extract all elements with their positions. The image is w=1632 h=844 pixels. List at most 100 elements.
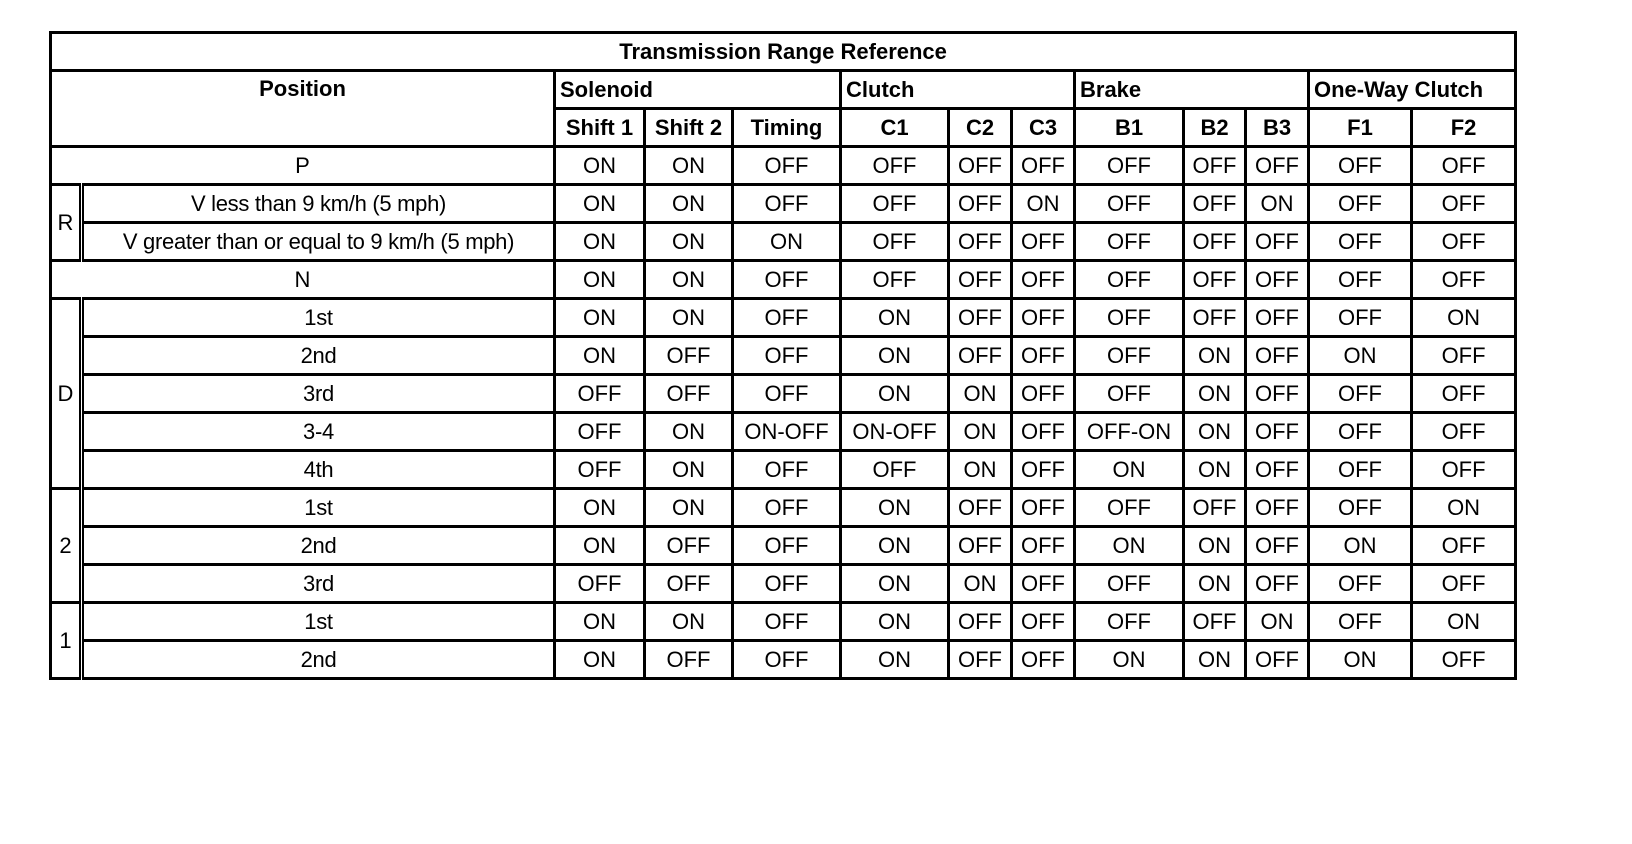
state-cell: OFF xyxy=(1010,221,1076,262)
state-cell: OFF xyxy=(1307,221,1413,262)
state-cell: OFF xyxy=(1010,487,1076,528)
state-cell: OFF xyxy=(731,449,842,490)
state-cell: OFF xyxy=(1073,563,1185,604)
state-cell: OFF-ON xyxy=(1073,411,1185,452)
position-group-label: 1 xyxy=(49,601,83,680)
table-row: N ON ON OFF OFF OFF OFF OFF OFF OFF OFF OFF xyxy=(49,259,1518,300)
group-header-solenoid: Solenoid xyxy=(553,69,842,110)
state-cell: OFF xyxy=(1409,145,1518,186)
state-cell: OFF xyxy=(1244,259,1310,300)
column-header-shift-1: Shift 1 xyxy=(553,107,646,148)
state-cell: ON xyxy=(839,525,950,566)
state-cell: ON xyxy=(947,373,1013,414)
state-cell: ON xyxy=(839,297,950,338)
state-cell: OFF xyxy=(1182,183,1247,224)
table-title: Transmission Range Reference xyxy=(48,31,1518,72)
state-cell: ON xyxy=(1244,183,1310,224)
state-cell: OFF xyxy=(1409,525,1518,566)
state-cell: OFF xyxy=(643,639,734,680)
state-cell: OFF xyxy=(839,183,950,224)
state-cell: ON xyxy=(1073,639,1185,680)
state-cell: OFF xyxy=(1010,259,1076,300)
state-cell: ON xyxy=(1409,601,1518,642)
state-cell: ON xyxy=(947,449,1013,490)
state-cell: OFF xyxy=(1010,639,1076,680)
condition-label: V less than 9 km/h (5 mph) xyxy=(79,183,556,224)
state-cell: OFF xyxy=(553,449,646,490)
state-cell: OFF xyxy=(1010,335,1076,376)
state-cell: OFF xyxy=(1244,373,1310,414)
condition-label: 4th xyxy=(79,449,556,490)
state-cell: ON xyxy=(947,563,1013,604)
condition-label: 3rd xyxy=(79,373,556,414)
state-cell: ON xyxy=(1182,639,1247,680)
state-cell: OFF xyxy=(1010,449,1076,490)
position-label: P xyxy=(49,145,556,186)
column-header-timing: Timing xyxy=(731,107,842,148)
column-header-c3: C3 xyxy=(1010,107,1076,148)
table-row: 2 1st ON ON OFF ON OFF OFF OFF OFF OFF OFF ON xyxy=(49,487,1518,604)
state-cell: ON xyxy=(1409,487,1518,528)
state-cell: OFF xyxy=(553,411,646,452)
position-group-label: 2 xyxy=(49,487,83,604)
state-cell: ON xyxy=(643,601,734,642)
column-header-shift-2: Shift 2 xyxy=(643,107,734,148)
state-cell: ON xyxy=(1307,639,1413,680)
state-cell: OFF xyxy=(1010,563,1076,604)
state-cell: OFF xyxy=(947,639,1013,680)
state-cell: OFF xyxy=(1073,183,1185,224)
state-cell: ON xyxy=(643,259,734,300)
state-cell: ON xyxy=(839,601,950,642)
state-cell: ON xyxy=(1307,335,1413,376)
state-cell: OFF xyxy=(1182,145,1247,186)
state-cell: OFF xyxy=(731,183,842,224)
state-cell: OFF xyxy=(1073,335,1185,376)
condition-label: V greater than or equal to 9 km/h (5 mph… xyxy=(79,221,556,262)
state-cell: OFF xyxy=(1010,601,1076,642)
state-cell: OFF xyxy=(1307,183,1413,224)
state-cell: OFF xyxy=(1409,221,1518,262)
state-cell: OFF xyxy=(1010,411,1076,452)
condition-label: 3rd xyxy=(79,563,556,604)
state-cell: OFF xyxy=(731,563,842,604)
state-cell: OFF xyxy=(1182,487,1247,528)
state-cell: OFF xyxy=(947,145,1013,186)
state-cell: ON xyxy=(553,221,646,262)
state-cell: ON-OFF xyxy=(839,411,950,452)
state-cell: OFF xyxy=(1307,411,1413,452)
state-cell: OFF xyxy=(1073,221,1185,262)
condition-label: 2nd xyxy=(79,525,556,566)
state-cell: ON xyxy=(947,411,1013,452)
state-cell: OFF xyxy=(839,449,950,490)
column-header-b2: B2 xyxy=(1182,107,1247,148)
state-cell: OFF xyxy=(1244,221,1310,262)
state-cell: ON xyxy=(1307,525,1413,566)
state-cell: ON xyxy=(553,259,646,300)
table-row: V greater than or equal to 9 km/h (5 mph… xyxy=(51,221,1518,262)
state-cell: OFF xyxy=(1307,449,1413,490)
state-cell: OFF xyxy=(731,487,842,528)
state-cell: OFF xyxy=(1244,639,1310,680)
table-row: 4th OFF ON OFF OFF ON OFF ON ON OFF OFF OFF xyxy=(51,449,1518,490)
state-cell: ON xyxy=(553,601,646,642)
state-cell: OFF xyxy=(1409,563,1518,604)
state-cell: OFF xyxy=(947,525,1013,566)
state-cell: ON xyxy=(1182,373,1247,414)
state-cell: OFF xyxy=(947,335,1013,376)
position-label: N xyxy=(49,259,556,300)
state-cell: OFF xyxy=(947,221,1013,262)
state-cell: OFF xyxy=(1073,259,1185,300)
state-cell: ON xyxy=(1182,525,1247,566)
column-header-f1: F1 xyxy=(1307,107,1413,148)
condition-label: 3-4 xyxy=(79,411,556,452)
table-row: 2nd ON OFF OFF ON OFF OFF ON ON OFF ON OFF xyxy=(51,525,1518,566)
state-cell: OFF xyxy=(1244,563,1310,604)
state-cell: OFF xyxy=(1307,563,1413,604)
state-cell: ON xyxy=(643,183,734,224)
state-cell: OFF xyxy=(731,297,842,338)
state-cell: OFF xyxy=(1182,297,1247,338)
state-cell: OFF xyxy=(1409,411,1518,452)
state-cell: OFF xyxy=(731,259,842,300)
condition-label: 1st xyxy=(79,601,556,642)
state-cell: ON xyxy=(643,297,734,338)
